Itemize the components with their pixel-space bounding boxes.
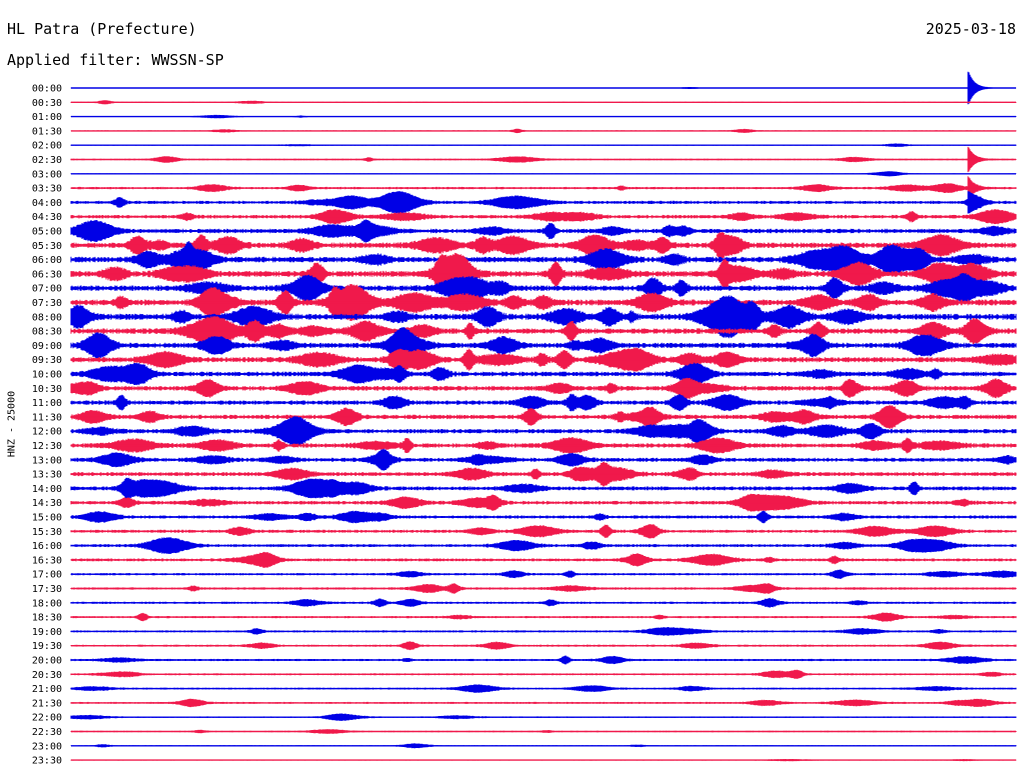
row-time-label: 20:30	[32, 670, 62, 681]
row-time-label: 11:00	[32, 398, 62, 409]
date-label: 2025-03-18	[925, 20, 1016, 38]
row-time-label: 08:00	[32, 312, 62, 323]
row-time-label: 12:00	[32, 427, 62, 438]
row-time-label: 23:00	[32, 741, 62, 752]
row-time-label: 18:00	[32, 598, 62, 609]
row-time-label: 06:30	[32, 269, 62, 280]
row-time-label: 16:00	[32, 541, 62, 552]
row-time-label: 17:30	[32, 584, 62, 595]
row-time-label: 13:00	[32, 455, 62, 466]
row-time-label: 15:30	[32, 527, 62, 538]
filter-label: Applied filter: WWSSN-SP	[7, 51, 224, 69]
row-time-label: 04:00	[32, 198, 62, 209]
row-time-label: 00:00	[32, 84, 62, 95]
row-time-label: 21:00	[32, 684, 62, 695]
row-time-label: 22:00	[32, 713, 62, 724]
row-time-label: 21:30	[32, 698, 62, 709]
row-time-label: 02:00	[32, 141, 62, 152]
row-time-label: 18:30	[32, 613, 62, 624]
row-time-label: 04:30	[32, 212, 62, 223]
row-time-label: 10:00	[32, 370, 62, 381]
time-label-group: 00:00 00:30 01:00 01:30 02:00 02:30 03:00 03:30…	[32, 84, 62, 767]
row-time-label: 11:30	[32, 412, 62, 423]
row-time-label: 06:00	[32, 255, 62, 266]
row-time-label: 01:00	[32, 112, 62, 123]
row-time-label: 13:30	[32, 470, 62, 481]
station-title: HL Patra (Prefecture)	[7, 20, 197, 38]
row-time-label: 07:00	[32, 284, 62, 295]
row-time-label: 19:00	[32, 627, 62, 638]
row-time-label: 03:30	[32, 184, 62, 195]
row-time-label: 07:30	[32, 298, 62, 309]
row-time-label: 09:30	[32, 355, 62, 366]
row-time-label: 15:00	[32, 513, 62, 524]
row-time-label: 03:00	[32, 169, 62, 180]
row-time-label: 22:30	[32, 727, 62, 738]
row-time-label: 14:30	[32, 498, 62, 509]
row-time-label: 10:30	[32, 384, 62, 395]
row-time-label: 19:30	[32, 641, 62, 652]
row-time-label: 17:00	[32, 570, 62, 581]
row-time-label: 14:00	[32, 484, 62, 495]
row-time-label: 23:30	[32, 756, 62, 767]
trace-group	[70, 71, 1017, 762]
row-time-label: 16:30	[32, 555, 62, 566]
row-time-label: 02:30	[32, 155, 62, 166]
row-time-label: 01:30	[32, 126, 62, 137]
row-time-label: 05:30	[32, 241, 62, 252]
row-time-label: 05:00	[32, 227, 62, 238]
row-time-label: 12:30	[32, 441, 62, 452]
row-time-label: 08:30	[32, 327, 62, 338]
row-time-label: 20:00	[32, 656, 62, 667]
row-time-label: 00:30	[32, 98, 62, 109]
row-time-label: 09:00	[32, 341, 62, 352]
